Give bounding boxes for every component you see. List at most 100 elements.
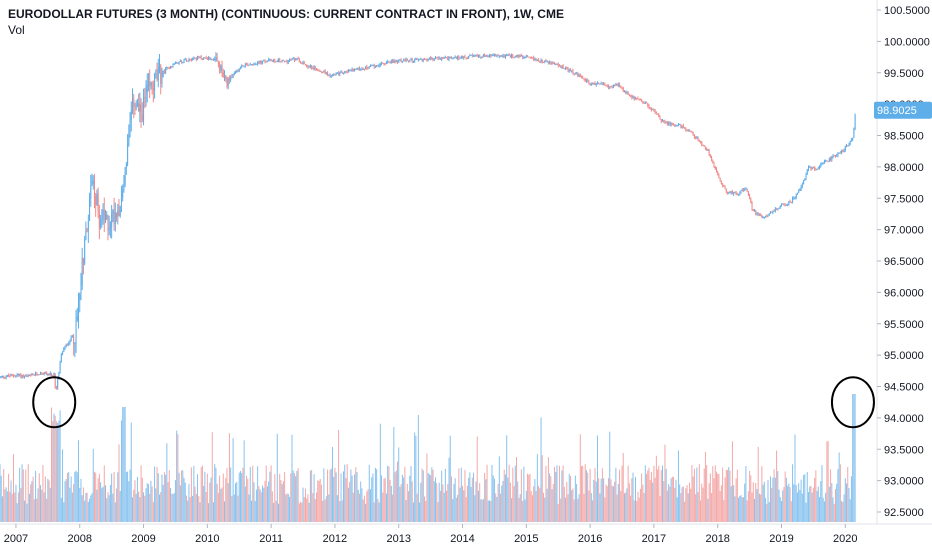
volume-bar (524, 499, 526, 522)
candle-body (805, 173, 807, 180)
volume-bar (251, 500, 253, 522)
volume-bar (669, 486, 671, 522)
candle-body (739, 192, 741, 194)
candle-body (436, 57, 438, 59)
candle-body (379, 63, 381, 66)
candle-body (837, 153, 839, 156)
candle-body (664, 121, 666, 123)
volume-bar (372, 473, 374, 522)
candle-body (367, 68, 369, 70)
candle-body (95, 195, 97, 205)
candle-body (630, 95, 632, 97)
volume-bar (385, 493, 387, 522)
x-tick-label: 2007 (4, 533, 28, 545)
y-tick-label: 100.5000 (884, 5, 930, 17)
candle-body (383, 63, 385, 65)
candle-body (605, 84, 607, 86)
candle-body (193, 57, 195, 60)
volume-bar (758, 493, 760, 522)
candle-body (49, 373, 51, 375)
volume-bar (292, 470, 294, 522)
volume-bar (767, 480, 769, 522)
candle-body (787, 203, 789, 205)
volume-bar (682, 486, 684, 522)
candle-body (312, 68, 314, 70)
volume-bar (343, 471, 345, 522)
volume-bar (8, 473, 10, 522)
candle-body (827, 161, 829, 163)
volume-bar (535, 490, 537, 522)
volume-bar (346, 464, 348, 522)
candle-body (464, 56, 466, 58)
volume-bar (122, 407, 124, 522)
volume-bar (854, 394, 856, 522)
candle-body (228, 78, 230, 80)
candle-body (718, 174, 720, 178)
candle-body (838, 152, 840, 154)
candle-body (91, 183, 93, 186)
candle-body (199, 56, 201, 58)
candle-body (382, 62, 384, 64)
candle-body (156, 73, 158, 80)
volume-bar (579, 434, 581, 522)
candle-body (331, 74, 333, 76)
volume-bar (63, 502, 65, 522)
volume-bar (259, 489, 261, 522)
candle-body (825, 160, 827, 162)
candle-body (497, 55, 499, 57)
candle-body (466, 57, 468, 59)
volume-bar (627, 465, 629, 522)
candle-body (578, 75, 580, 77)
candle-body (210, 59, 212, 61)
volume-bar (500, 493, 502, 522)
candle-body (620, 85, 622, 88)
volume-bar (227, 483, 229, 522)
price-axis[interactable]: 100.5000100.000099.500099.000098.500098.… (877, 5, 930, 519)
volume-bar (389, 479, 391, 522)
volume-bar (563, 486, 565, 522)
time-axis[interactable]: 2007 2008 2009 2010 2011 2012 2013 2014 2015 2016… (4, 524, 858, 545)
volume-bar (325, 496, 327, 522)
volume-bar (390, 486, 392, 522)
volume-bar (0, 475, 2, 522)
candle-body (252, 64, 254, 66)
candle-body (62, 351, 64, 355)
volume-bar (646, 473, 648, 522)
volume-bar (415, 435, 417, 522)
volume-bar (469, 472, 471, 522)
candle-body (658, 114, 660, 117)
volume-bar (182, 470, 184, 522)
volume-bar (426, 453, 428, 522)
candle-body (65, 344, 67, 347)
volume-bar (38, 473, 40, 522)
candle-body (691, 131, 693, 133)
candle-body (832, 155, 834, 157)
volume-bar (554, 466, 556, 522)
volume-bar (289, 496, 291, 522)
volume-bar (219, 475, 221, 522)
candle-body (686, 130, 688, 132)
volume-bar (438, 482, 440, 522)
candle-body (792, 198, 794, 203)
candle-body (244, 64, 246, 66)
candle-body (222, 72, 224, 78)
candle-body (351, 68, 353, 71)
volume-bar (209, 482, 211, 522)
volume-bar (701, 483, 703, 522)
candle-body (127, 145, 129, 165)
volume-bar (549, 473, 551, 522)
volume-bar (522, 501, 524, 522)
volume-bar (66, 472, 68, 522)
volume-bar (704, 451, 706, 522)
candle-body (37, 374, 39, 376)
candle-body (794, 197, 796, 199)
volume-bar (569, 475, 571, 522)
candle-body (243, 65, 245, 67)
volume-bar (571, 490, 573, 522)
candle-body (653, 108, 655, 111)
candle-body (593, 82, 595, 85)
annotations (32, 376, 875, 429)
candle-body (166, 67, 168, 69)
volume-bar (608, 478, 610, 522)
volume-bar (344, 464, 346, 522)
